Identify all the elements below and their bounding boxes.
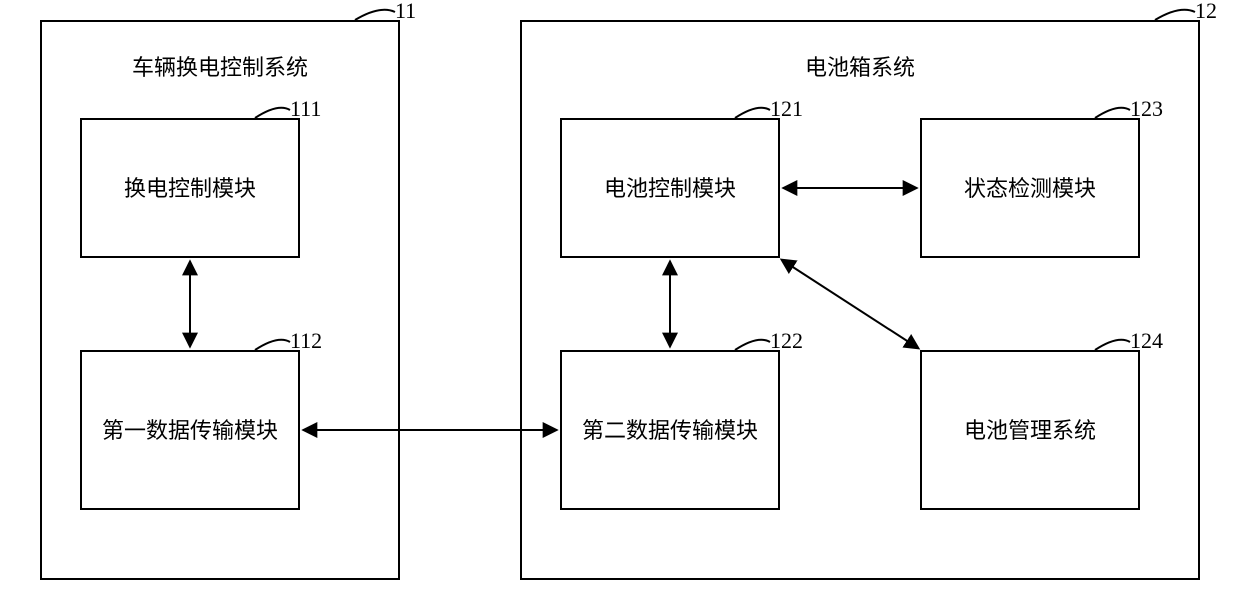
ref-123: 123	[1130, 96, 1163, 122]
ref-122: 122	[770, 328, 803, 354]
module-112: 第一数据传输模块	[80, 350, 300, 510]
module-121: 电池控制模块	[560, 118, 780, 258]
ref-121: 121	[770, 96, 803, 122]
module-123: 状态检测模块	[920, 118, 1140, 258]
ref-111: 111	[290, 96, 321, 122]
ref-system-left: 11	[395, 0, 416, 24]
module-122: 第二数据传输模块	[560, 350, 780, 510]
diagram-canvas: 车辆换电控制系统 11 换电控制模块 111 第一数据传输模块 112 电池箱系…	[0, 0, 1240, 604]
ref-112: 112	[290, 328, 322, 354]
ref-124: 124	[1130, 328, 1163, 354]
system-left-title: 车辆换电控制系统	[42, 50, 398, 82]
module-111: 换电控制模块	[80, 118, 300, 258]
module-124: 电池管理系统	[920, 350, 1140, 510]
system-right-title: 电池箱系统	[522, 50, 1198, 82]
ref-system-right: 12	[1195, 0, 1217, 24]
